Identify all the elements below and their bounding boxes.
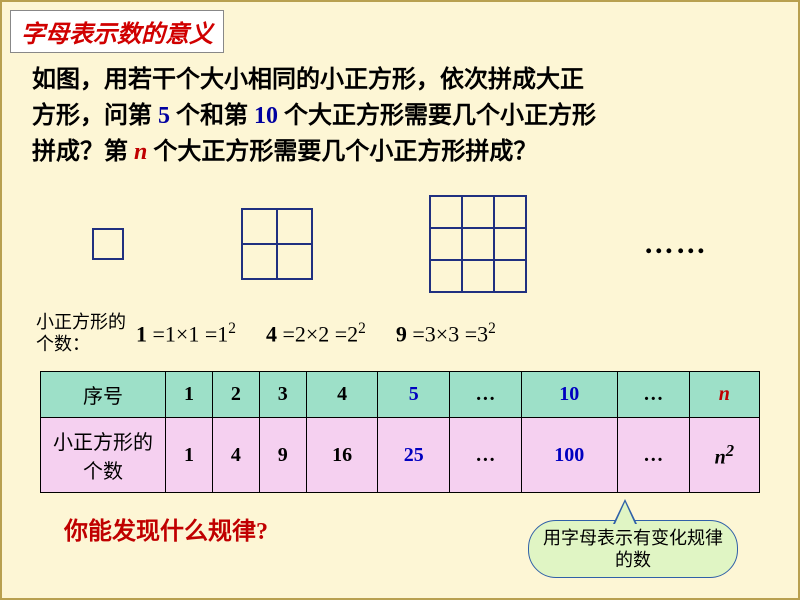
eq2-rest: =2×2 =2 [277, 321, 358, 346]
data-c9: n2 [689, 418, 759, 493]
callout-bubble: 用字母表示有变化规律的数 [528, 520, 738, 578]
header-c8: … [617, 372, 689, 418]
eq1-rest: =1×1 =1 [147, 321, 228, 346]
header-c1: 1 [166, 372, 213, 418]
grid-3x3 [429, 195, 527, 293]
header-c2: 2 [212, 372, 259, 418]
eq2-bold: 4 [266, 321, 277, 346]
grid-cell [93, 229, 123, 259]
grid-1x1 [92, 228, 124, 260]
grid-cell [494, 228, 526, 260]
grid-cell [242, 244, 277, 279]
eq3-sup: 2 [488, 320, 496, 337]
header-c9: n [689, 372, 759, 418]
grid-cell [430, 196, 462, 228]
data-c7: 100 [521, 418, 617, 493]
data-table: 序号 1 2 3 4 5 … 10 … n 小正方形的个数 1 4 9 16 2… [40, 371, 760, 493]
data-c1: 1 [166, 418, 213, 493]
grid-cell [430, 260, 462, 292]
grid-cell [494, 260, 526, 292]
problem-line1c: 个和第 [170, 103, 254, 129]
table-header-row: 序号 1 2 3 4 5 … 10 … n [41, 372, 760, 418]
equation-2: 4 =2×2 =22 [266, 320, 366, 347]
header-c3: 3 [259, 372, 306, 418]
header-c6: … [450, 372, 522, 418]
equation-row-label: 小正方形的个数： [36, 312, 136, 355]
data-c3: 9 [259, 418, 306, 493]
problem-line2a: 拼成？第 [32, 139, 134, 165]
data-c8: … [617, 418, 689, 493]
header-c5: 5 [378, 372, 450, 418]
data-c9-sup: 2 [726, 441, 734, 460]
problem-line1d: 个大正方形需要几个小正方形 [278, 103, 596, 129]
data-c6: … [450, 418, 522, 493]
callout-pointer [615, 502, 635, 524]
header-row-label: 序号 [41, 372, 166, 418]
grid-cell [242, 209, 277, 244]
eq1-bold: 1 [136, 321, 147, 346]
equation-1: 1 =1×1 =12 [136, 320, 236, 347]
equation-row: 小正方形的个数： 1 =1×1 =12 4 =2×2 =22 9 =3×3 =3… [36, 312, 776, 355]
slide: 字母表示数的意义 如图，用若干个大小相同的小正方形，依次拼成大正 方形，问第 5… [0, 0, 800, 600]
eq2-sup: 2 [358, 320, 366, 337]
eq3-bold: 9 [396, 321, 407, 346]
problem-text: 如图，用若干个大小相同的小正方形，依次拼成大正 方形，问第 5 个和第 10 个… [24, 62, 776, 170]
grid-cell [462, 228, 494, 260]
problem-five: 5 [158, 103, 170, 129]
grid-cell [430, 228, 462, 260]
problem-n: n [134, 139, 147, 165]
problem-line1a: 如图，用若干个大小相同的小正方形，依次拼成大正 [32, 67, 584, 93]
grid-2x2 [241, 208, 313, 280]
equation-3: 9 =3×3 =32 [396, 320, 496, 347]
data-row-label: 小正方形的个数 [41, 418, 166, 493]
ellipsis-dots: …… [644, 227, 708, 261]
eq1-sup: 2 [228, 320, 236, 337]
table-data-row: 小正方形的个数 1 4 9 16 25 … 100 … n2 [41, 418, 760, 493]
problem-ten: 10 [254, 103, 278, 129]
data-c4: 16 [306, 418, 378, 493]
data-c9-base: n [715, 447, 726, 469]
problem-line1b: 方形，问第 [32, 103, 158, 129]
data-c2: 4 [212, 418, 259, 493]
grid-cell [462, 196, 494, 228]
problem-line2b: 个大正方形需要几个小正方形拼成？ [147, 139, 537, 165]
grid-cell [462, 260, 494, 292]
grid-cell [277, 244, 312, 279]
slide-title: 字母表示数的意义 [10, 10, 224, 53]
diagram-row: …… [34, 194, 766, 294]
grid-cell [277, 209, 312, 244]
data-c5: 25 [378, 418, 450, 493]
eq3-rest: =3×3 =3 [407, 321, 488, 346]
header-c4: 4 [306, 372, 378, 418]
grid-cell [494, 196, 526, 228]
header-c7: 10 [521, 372, 617, 418]
